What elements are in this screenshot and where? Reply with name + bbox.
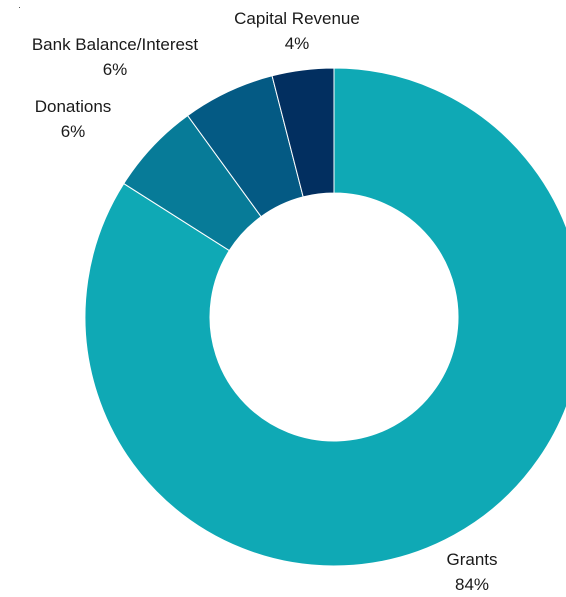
stray-dot: [19, 7, 20, 8]
slice-label-bank-balance-interest: Bank Balance/Interest 6%: [32, 32, 198, 82]
slice-label-capital-revenue: Capital Revenue 4%: [234, 6, 360, 56]
slice-category-label: Capital Revenue: [234, 9, 360, 28]
slice-value-label: 6%: [102, 60, 128, 79]
slice-category-label: Bank Balance/Interest: [31, 35, 199, 54]
donut-slice-grants: [84, 67, 566, 567]
slice-group: [84, 67, 566, 567]
slice-category-label: Donations: [34, 97, 112, 116]
slice-value-label: 6%: [60, 122, 86, 141]
slice-value-label: 4%: [284, 34, 310, 53]
slice-label-donations: Donations 6%: [35, 94, 112, 144]
slice-category-label: Grants: [446, 550, 498, 569]
slice-label-grants: Grants 84%: [446, 547, 497, 597]
slice-value-label: 84%: [454, 575, 490, 594]
donut-slice-capital-revenue: [271, 67, 335, 198]
